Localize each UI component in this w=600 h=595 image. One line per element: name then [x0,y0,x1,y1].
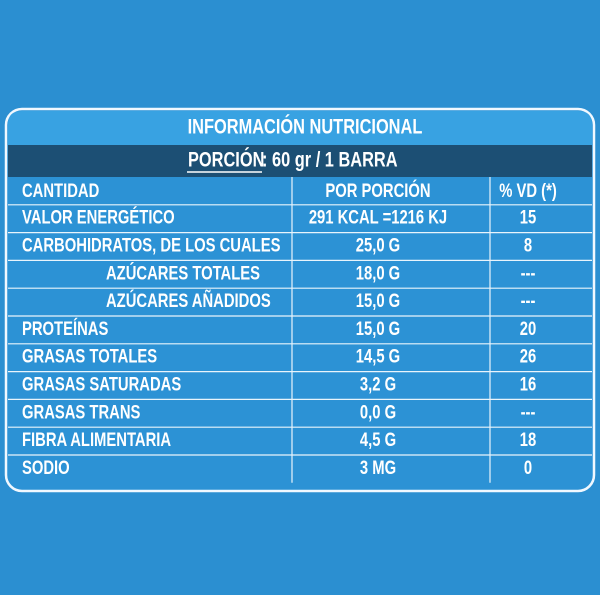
nutrient-name: SODIO [22,457,70,478]
daily-value: 8 [524,235,532,256]
daily-value: 26 [520,346,536,367]
nutrient-name: GRASAS TRANS [22,402,140,423]
amount: 15,0 G [356,290,400,311]
nutrient-name: FIBRA ALIMENTARIA [22,429,171,450]
daily-value: 20 [520,318,536,339]
column-header: % VD (*) [499,180,557,201]
nutrient-name: VALOR ENERGÉTICO [22,207,175,228]
nutrient-name: GRASAS SATURADAS [22,374,181,395]
nutrient-name: CARBOHIDRATOS, DE LOS CUALES [22,235,280,256]
daily-value: --- [521,263,536,284]
title: INFORMACIÓN NUTRICIONAL [188,115,423,138]
daily-value: 18 [520,429,536,450]
nutrient-name: GRASAS TOTALES [22,346,157,367]
portion-text: : 60 gr / 1 BARRA [262,148,398,171]
daily-value: 15 [520,207,536,228]
daily-value: --- [521,290,536,311]
title-band [8,111,592,145]
amount: 4,5 G [360,429,396,450]
amount: 15,0 G [356,318,400,339]
daily-value: 0 [524,457,532,478]
portion-band [8,145,592,177]
amount: 18,0 G [356,263,400,284]
portion-label: PORCIÓN [188,148,264,171]
nutrient-name: PROTEÍNAS [22,318,108,339]
text-layer: INFORMACIÓN NUTRICIONAL PORCIÓN: 60 gr / … [22,115,557,479]
daily-value: --- [521,402,536,423]
nutrient-name: AZÚCARES TOTALES [106,263,260,284]
column-header: CANTIDAD [22,180,99,201]
amount: 3,2 G [360,374,396,395]
amount: 291 KCAL =1216 KJ [309,207,447,228]
column-header: POR PORCIÓN [325,180,430,201]
amount: 0,0 G [360,402,396,423]
amount: 14,5 G [356,346,400,367]
daily-value: 16 [520,374,536,395]
nutrient-name: AZÚCARES AÑADIDOS [106,289,271,311]
amount: 25,0 G [356,235,400,256]
amount: 3 MG [360,457,396,478]
